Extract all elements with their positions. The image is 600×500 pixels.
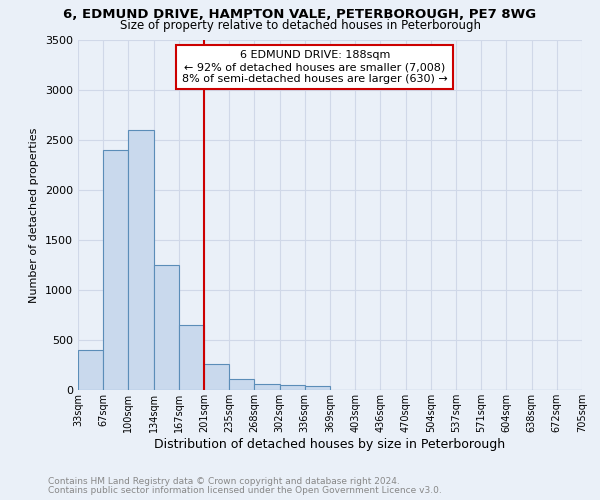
Bar — [179, 325, 204, 390]
Bar — [103, 150, 128, 390]
X-axis label: Distribution of detached houses by size in Peterborough: Distribution of detached houses by size … — [154, 438, 506, 450]
Text: Contains public sector information licensed under the Open Government Licence v3: Contains public sector information licen… — [48, 486, 442, 495]
Bar — [229, 379, 254, 390]
Y-axis label: Number of detached properties: Number of detached properties — [29, 128, 40, 302]
Bar — [280, 385, 305, 390]
Bar — [305, 386, 330, 390]
Text: Contains HM Land Registry data © Crown copyright and database right 2024.: Contains HM Land Registry data © Crown c… — [48, 477, 400, 486]
Text: Size of property relative to detached houses in Peterborough: Size of property relative to detached ho… — [119, 18, 481, 32]
Bar — [254, 384, 280, 390]
Bar — [154, 265, 179, 390]
Text: 6 EDMUND DRIVE: 188sqm
← 92% of detached houses are smaller (7,008)
8% of semi-d: 6 EDMUND DRIVE: 188sqm ← 92% of detached… — [182, 50, 448, 84]
Bar — [128, 130, 154, 390]
Bar — [78, 350, 103, 390]
Bar — [204, 364, 229, 390]
Text: 6, EDMUND DRIVE, HAMPTON VALE, PETERBOROUGH, PE7 8WG: 6, EDMUND DRIVE, HAMPTON VALE, PETERBORO… — [64, 8, 536, 20]
